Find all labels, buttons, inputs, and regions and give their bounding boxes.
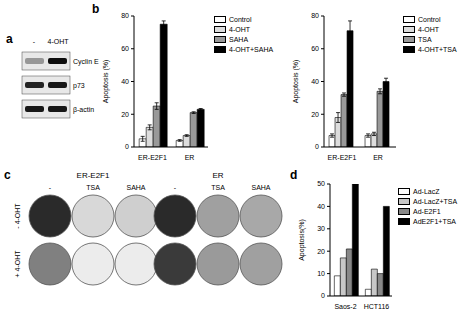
svg-text:TSA: TSA	[86, 184, 100, 191]
svg-text:40: 40	[317, 203, 325, 210]
svg-text:-: -	[174, 184, 177, 191]
html-text:4-OHT: 4-OHT	[229, 25, 250, 33]
svg-text:-: -	[49, 184, 52, 191]
svg-text:0: 0	[315, 143, 319, 150]
svg-text:ER: ER	[373, 154, 383, 161]
html-text:c: c	[4, 168, 11, 182]
svg-text:20: 20	[317, 248, 325, 255]
svg-text:ER-E2F1: ER-E2F1	[77, 171, 110, 180]
svg-text:10: 10	[317, 270, 325, 277]
svg-text:HCT116: HCT116	[364, 303, 390, 310]
svg-text:40: 40	[311, 78, 319, 85]
svg-text:Apoptosis (%): Apoptosis (%)	[102, 60, 110, 104]
svg-text:- 4-OHT: - 4-OHT	[14, 203, 21, 229]
svg-text:ER-E2F1: ER-E2F1	[328, 154, 357, 161]
html-text:4-OHT: 4-OHT	[418, 25, 439, 33]
svg-text:Saos-2: Saos-2	[334, 303, 356, 310]
svg-text:β-actin: β-actin	[73, 106, 94, 114]
svg-text:ER-E2F1: ER-E2F1	[138, 154, 167, 161]
svg-text:-: -	[33, 38, 36, 45]
html-text:4-OHT+SAHA: 4-OHT+SAHA	[229, 45, 274, 53]
svg-text:20: 20	[311, 111, 319, 118]
svg-text:80: 80	[311, 12, 319, 19]
svg-text:+ 4-OHT: + 4-OHT	[14, 250, 21, 278]
svg-text:60: 60	[311, 45, 319, 52]
svg-text:SAHA: SAHA	[126, 184, 145, 191]
html-text:AdE2F1+TSA: AdE2F1+TSA	[413, 217, 456, 225]
svg-text:Apoptosis(%): Apoptosis(%)	[298, 219, 306, 261]
svg-text:TSA: TSA	[211, 184, 225, 191]
html-text:d: d	[290, 168, 298, 182]
svg-text:ER: ER	[212, 171, 223, 180]
html-text:TSA: TSA	[418, 35, 432, 43]
html-text:Control: Control	[229, 15, 252, 23]
svg-text:40: 40	[121, 78, 129, 85]
html-text:a: a	[6, 32, 13, 46]
html-text:4-OHT+TSA: 4-OHT+TSA	[418, 45, 457, 53]
html-text:Ad-LacZ+TSA: Ad-LacZ+TSA	[413, 197, 458, 205]
svg-text:20: 20	[121, 111, 129, 118]
html-text:Ad-E2F1: Ad-E2F1	[413, 207, 441, 215]
svg-text:0: 0	[321, 292, 325, 299]
svg-text:SAHA: SAHA	[251, 184, 270, 191]
svg-text:60: 60	[121, 45, 129, 52]
svg-text:p73: p73	[73, 82, 85, 90]
html-text:SAHA: SAHA	[229, 35, 249, 43]
svg-text:4-OHT: 4-OHT	[48, 38, 70, 45]
svg-text:80: 80	[121, 12, 129, 19]
svg-text:50: 50	[317, 180, 325, 187]
svg-text:ER: ER	[185, 154, 195, 161]
svg-text:0: 0	[125, 143, 129, 150]
html-text:Ad-LacZ: Ad-LacZ	[413, 187, 440, 195]
svg-text:30: 30	[317, 225, 325, 232]
html-text:Control: Control	[418, 15, 441, 23]
svg-text:Apoptosis (%): Apoptosis (%)	[292, 60, 300, 104]
html-text:b: b	[92, 2, 100, 16]
svg-text:Cyclin E: Cyclin E	[73, 58, 99, 66]
